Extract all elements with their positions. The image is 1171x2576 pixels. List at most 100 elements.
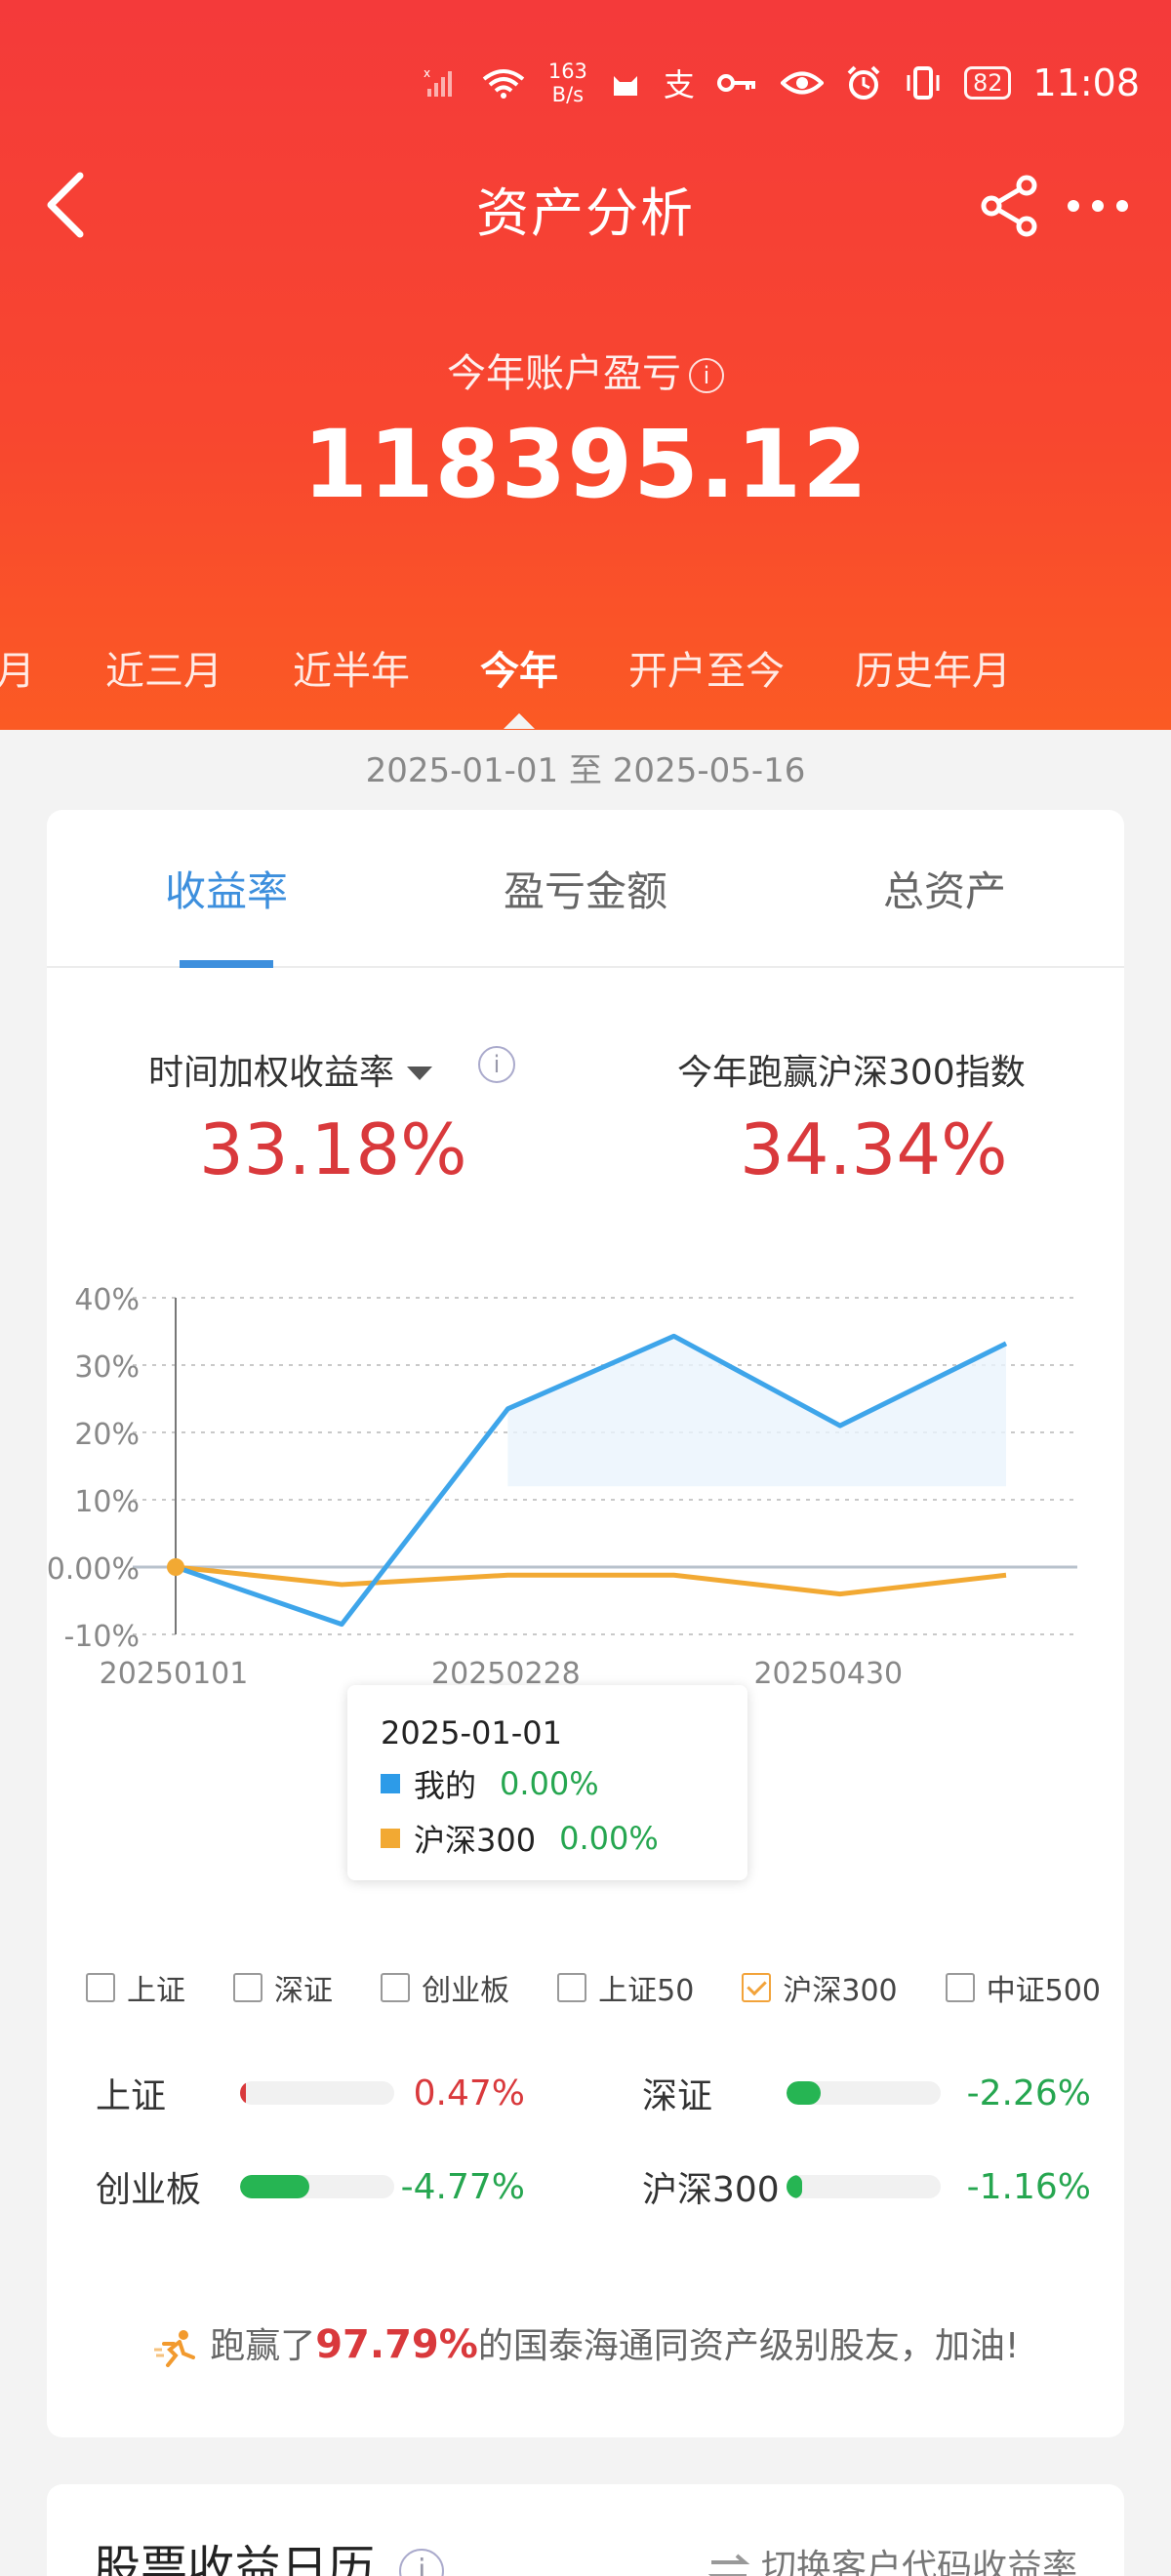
share-icon[interactable] bbox=[976, 172, 1044, 240]
metric-tabs: 收益率 盈亏金额 总资产 bbox=[47, 810, 1124, 968]
bench-bar-fill bbox=[787, 2175, 802, 2198]
period-three-months[interactable]: 近三月 bbox=[105, 649, 222, 694]
beat-prefix: 跑赢了 bbox=[210, 2326, 316, 2366]
back-arrow-icon[interactable] bbox=[39, 168, 98, 242]
checkbox[interactable] bbox=[86, 1973, 115, 2002]
hero-header: x 163 B/s 支 82 11:08 资产分析 bbox=[0, 0, 1171, 730]
info-icon[interactable]: i bbox=[689, 358, 724, 393]
twr-selector[interactable]: 时间加权收益率 bbox=[148, 1044, 434, 1095]
series-area bbox=[507, 1336, 1006, 1487]
data-point bbox=[167, 1558, 184, 1576]
checkbox[interactable] bbox=[557, 1973, 587, 2002]
y-tick-label: 20% bbox=[74, 1418, 140, 1452]
beat-percent: 97.79% bbox=[315, 2322, 478, 2367]
benchmark-row-1: 上证 0.47% 深证 -2.26% bbox=[96, 2069, 1091, 2117]
y-tick-label: 40% bbox=[74, 1283, 140, 1317]
toggle-csi500[interactable]: 中证500 bbox=[945, 1966, 1101, 2009]
switch-code-button[interactable]: 切换客户代码收益率 bbox=[707, 2539, 1077, 2576]
calendar-info-icon[interactable]: i bbox=[399, 2549, 445, 2576]
analysis-card: 收益率 盈亏金额 总资产 时间加权收益率 i 33.18% 今年跑赢沪深300指… bbox=[47, 810, 1124, 2437]
toggle-hs300[interactable]: 沪深300 bbox=[742, 1966, 898, 2009]
beat-index-value: 34.34% bbox=[740, 1108, 1008, 1190]
bench-chinext: 创业板 -4.77% bbox=[96, 2162, 525, 2211]
bench-bar bbox=[787, 2081, 941, 2105]
tab-pl-amount[interactable]: 盈亏金额 bbox=[503, 867, 667, 915]
toggle-label: 沪深300 bbox=[783, 1974, 898, 2008]
caret-down-icon bbox=[405, 1053, 434, 1093]
signal-icon: x bbox=[424, 65, 459, 101]
bench-value: -2.26% bbox=[966, 2073, 1091, 2113]
toggle-shenzhen[interactable]: 深证 bbox=[233, 1966, 333, 2009]
period-since-open[interactable]: 开户至今 bbox=[628, 649, 785, 694]
beat-suffix: 的国泰海通同资产级别股友，加油! bbox=[477, 2326, 1020, 2366]
tab-total-assets[interactable]: 总资产 bbox=[882, 867, 1006, 915]
benchmark-row-2: 创业板 -4.77% 沪深300 -1.16% bbox=[96, 2162, 1091, 2211]
checkbox-checked[interactable] bbox=[742, 1973, 772, 2002]
series-line bbox=[175, 1333, 1008, 1628]
y-tick-label: 30% bbox=[74, 1350, 140, 1385]
calendar-title-text: 股票收益日历 bbox=[94, 2541, 376, 2576]
y-tick-label: 10% bbox=[74, 1485, 140, 1519]
eye-icon bbox=[780, 68, 824, 98]
period-this-year[interactable]: 今年 bbox=[445, 639, 593, 729]
checkbox[interactable] bbox=[381, 1973, 411, 2002]
toggle-sse50[interactable]: 上证50 bbox=[557, 1966, 694, 2009]
tooltip-row-hs300: 沪深300 0.00% bbox=[381, 1816, 747, 1861]
vibrate-icon bbox=[904, 65, 943, 101]
checkbox[interactable] bbox=[945, 1973, 975, 2002]
key-icon bbox=[716, 68, 759, 98]
period-half-year[interactable]: 近半年 bbox=[293, 649, 410, 694]
pl-label-text: 今年账户盈亏 bbox=[447, 351, 681, 396]
bench-bar bbox=[240, 2175, 394, 2198]
bench-shenzhen: 深证 -2.26% bbox=[642, 2069, 1091, 2117]
pl-value: 118395.12 bbox=[303, 410, 868, 519]
y-tick-label: 0.00% bbox=[47, 1552, 140, 1587]
more-icon[interactable] bbox=[1064, 172, 1132, 240]
checkbox[interactable] bbox=[233, 1973, 263, 2002]
series-line bbox=[175, 1564, 1007, 1597]
nav-bar: 资产分析 bbox=[0, 156, 1171, 254]
clock-time: 11:08 bbox=[1032, 61, 1140, 104]
date-range: 2025-01-01 至 2025-05-16 bbox=[365, 751, 806, 790]
toggle-chinext[interactable]: 创业板 bbox=[381, 1966, 509, 2009]
bench-label: 深证 bbox=[642, 2076, 713, 2116]
tooltip-date: 2025-01-01 bbox=[381, 1714, 562, 1751]
twr-label: 时间加权收益率 bbox=[148, 1053, 395, 1093]
speed-unit: B/s bbox=[551, 83, 585, 106]
page-title: 资产分析 bbox=[476, 182, 695, 244]
y-tick-label: -10% bbox=[63, 1620, 140, 1654]
alipay-icon: 支 bbox=[663, 66, 695, 103]
mine-swatch bbox=[381, 1774, 400, 1793]
twr-info-icon[interactable]: i bbox=[478, 1046, 515, 1083]
pl-label: 今年账户盈亏 i bbox=[0, 342, 1171, 398]
tooltip-hs300-label: 沪深300 bbox=[414, 1822, 537, 1859]
bench-value: 0.47% bbox=[413, 2073, 525, 2113]
period-history[interactable]: 历史年月 bbox=[855, 649, 1011, 694]
toggle-shanghai[interactable]: 上证 bbox=[86, 1966, 185, 2009]
bench-bar-fill bbox=[787, 2081, 821, 2105]
bench-bar bbox=[240, 2081, 394, 2105]
index-toggles: 上证 深证 创业板 上证50 沪深300 中证500 bbox=[86, 1966, 1101, 2009]
battery-indicator: 82 bbox=[963, 66, 1012, 100]
toggle-label: 中证500 bbox=[986, 1974, 1101, 2008]
beat-message: 跑赢了97.79%的国泰海通同资产级别股友，加油! bbox=[47, 2317, 1124, 2368]
tooltip-mine-label: 我的 bbox=[414, 1767, 477, 1804]
tooltip-row-mine: 我的 0.00% bbox=[381, 1761, 747, 1806]
twr-value: 33.18% bbox=[199, 1108, 467, 1190]
period-tabs: 一月 近三月 近半年 今年 开户至今 历史年月 bbox=[0, 639, 1046, 729]
cat-app-icon bbox=[609, 66, 642, 100]
bench-value: -1.16% bbox=[966, 2166, 1091, 2207]
bench-label: 沪深300 bbox=[642, 2170, 780, 2210]
bench-label: 创业板 bbox=[96, 2170, 202, 2210]
runner-icon bbox=[152, 2326, 199, 2367]
hs300-swatch bbox=[381, 1829, 400, 1848]
bench-shanghai: 上证 0.47% bbox=[96, 2069, 525, 2117]
return-chart[interactable]: 40%30%20%10%0.00%-10%20250101 20250228 202… bbox=[47, 1268, 1124, 1795]
bench-bar bbox=[787, 2175, 941, 2198]
toggle-label: 上证50 bbox=[598, 1974, 695, 2008]
tab-return-rate[interactable]: 收益率 bbox=[47, 810, 406, 968]
period-one-month[interactable]: 一月 bbox=[0, 649, 35, 694]
calendar-title: 股票收益日历 i bbox=[94, 2529, 445, 2576]
bench-bar-fill bbox=[240, 2175, 310, 2198]
network-speed: 163 B/s bbox=[548, 60, 587, 106]
